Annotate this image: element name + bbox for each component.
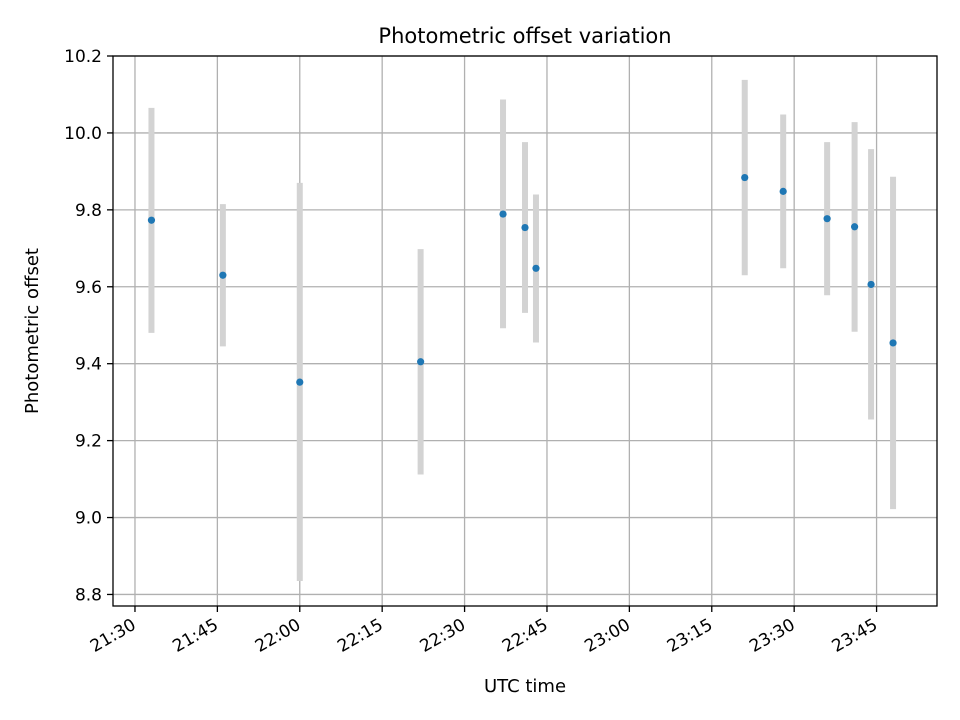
y-tick-label: 10.0 xyxy=(64,124,102,144)
data-point xyxy=(867,280,875,289)
chart-title: Photometric offset variation xyxy=(378,24,671,48)
data-point xyxy=(741,173,749,182)
y-axis-title: Photometric offset xyxy=(22,248,43,414)
y-tick-label: 9.4 xyxy=(75,355,102,375)
point-layer xyxy=(147,173,897,386)
plot-area xyxy=(113,56,937,606)
data-point xyxy=(779,187,787,195)
data-point xyxy=(521,223,529,232)
y-tick-label: 9.8 xyxy=(75,201,102,221)
data-point xyxy=(851,223,859,231)
y-tick-label: 9.0 xyxy=(75,509,102,529)
x-axis-title: UTC time xyxy=(484,676,566,697)
y-axis: 8.8 9.0 9.2 9.4 9.6 9.8 10.0 10.2 xyxy=(64,47,113,605)
y-tick-label: 10.2 xyxy=(64,47,102,67)
y-tick-label: 8.8 xyxy=(75,585,102,605)
y-tick-label: 9.2 xyxy=(75,432,102,452)
data-point xyxy=(417,358,425,366)
data-point xyxy=(889,339,897,347)
y-tick-label: 9.6 xyxy=(75,278,102,298)
plot-frame xyxy=(112,55,938,607)
data-point xyxy=(499,210,507,218)
data-point xyxy=(532,264,540,272)
data-point xyxy=(823,215,831,223)
data-point xyxy=(219,271,227,279)
data-point xyxy=(296,378,304,386)
data-point xyxy=(147,216,156,224)
